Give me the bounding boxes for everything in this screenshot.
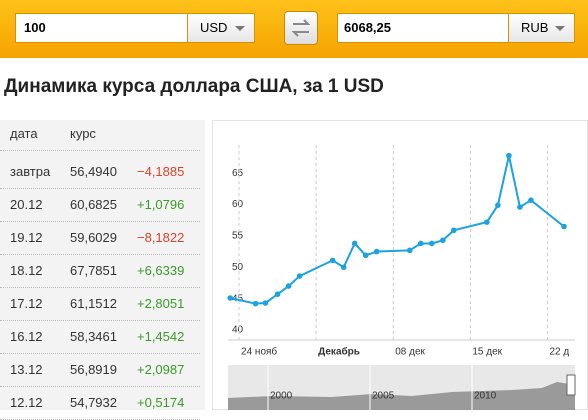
date-cell: 12.12: [10, 395, 43, 410]
x-tick-label: 08 дек: [395, 347, 425, 358]
table-row: 12.12 54,7932 +0,5174: [0, 386, 200, 420]
rate-cell: 54,7932: [70, 395, 117, 410]
point: [506, 152, 512, 159]
change-cell: +6,6339: [137, 263, 185, 278]
change-cell: −8,1822: [137, 230, 185, 245]
date-cell: завтра: [10, 164, 51, 179]
date-cell: 18.12: [10, 263, 43, 278]
rate-table: дата курс завтра 56,4940 −4,1885 20.12 60,68…: [0, 120, 205, 420]
rate-cell: 60,6825: [70, 197, 117, 212]
date-cell: 16.12: [10, 329, 43, 344]
navigator-label: 2000: [270, 391, 293, 402]
point: [373, 248, 380, 255]
table-row: 19.12 59,6029 −8,1822: [0, 221, 200, 255]
date-cell: 17.12: [10, 296, 43, 311]
change-cell: +2,8051: [137, 296, 185, 311]
change-cell: −4,1885: [137, 164, 185, 179]
y-tick-label: 40: [232, 325, 244, 336]
point: [329, 257, 336, 264]
table-row: завтра 56,4940 −4,1885: [0, 155, 200, 189]
to-currency[interactable]: RUB: [508, 13, 575, 43]
navigator-handle[interactable]: [566, 374, 576, 396]
date-cell: 19.12: [10, 230, 43, 245]
x-tick-label: 15 дек: [472, 347, 502, 358]
change-cell: +0,5174: [137, 395, 185, 410]
point: [440, 237, 446, 244]
rate-cell: 56,4940: [70, 164, 117, 179]
point: [262, 300, 269, 306]
line: [229, 155, 565, 305]
table-row: 13.12 56,8919 +2,0987: [0, 353, 200, 387]
rate-cell: 58,3461: [70, 329, 117, 344]
point: [362, 252, 369, 259]
navigator-area: [228, 382, 575, 410]
y-tick-label: 65: [232, 168, 244, 179]
column-header: курс: [70, 126, 96, 141]
navigator-label: 2005: [372, 391, 395, 402]
change-cell: +1,4542: [137, 329, 185, 344]
y-tick-label: 60: [232, 199, 244, 210]
column-header: дата: [10, 126, 38, 141]
point: [296, 273, 303, 279]
result-output: 6068,25: [337, 13, 509, 43]
point: [528, 197, 534, 203]
x-tick-label: 24 нояб: [241, 346, 277, 358]
table-row: 20.12 60,6825 +1,0796: [0, 188, 200, 222]
rate-cell: 56,8919: [70, 362, 117, 377]
date-cell: 13.12: [10, 362, 43, 377]
point: [451, 227, 457, 234]
x-tick-label: Декабрь: [318, 346, 360, 358]
header-divider: [0, 150, 200, 151]
rate-cell: 61,1512: [70, 296, 117, 311]
heading: Динамика курса доллара США, за 1 USD: [4, 76, 384, 97]
point: [561, 223, 567, 230]
date-cell: 20.12: [10, 197, 43, 212]
rate-cell: 67,7851: [70, 263, 117, 278]
from-currency[interactable]: USD: [187, 13, 255, 43]
change-cell: +2,0987: [137, 362, 185, 377]
table-row: 17.12 61,1512 +2,8051: [0, 287, 200, 321]
chart-frame: [212, 120, 588, 410]
point: [517, 204, 523, 210]
point: [428, 240, 435, 247]
point: [495, 202, 501, 208]
point: [351, 240, 358, 247]
point: [484, 219, 490, 225]
change-cell: +1,0796: [137, 197, 185, 212]
point: [252, 300, 259, 307]
y-tick-label: 50: [232, 262, 244, 273]
point: [417, 240, 424, 247]
point: [406, 247, 413, 254]
rate-cell: 59,6029: [70, 230, 117, 245]
table-row: 16.12 58,3461 +1,4542: [0, 320, 200, 354]
amount-input[interactable]: 100: [15, 13, 188, 43]
point: [274, 291, 281, 298]
navigator-label: 2010: [474, 391, 497, 402]
point: [285, 283, 292, 289]
point: [227, 295, 234, 301]
swap-icon: [291, 19, 311, 37]
point: [340, 264, 347, 271]
table-row: 18.12 67,7851 +6,6339: [0, 254, 200, 288]
y-tick-label: 55: [232, 231, 244, 242]
swap-button[interactable]: [284, 11, 318, 45]
converter-bar: 100 USD 6068,25 RUB: [0, 0, 588, 58]
x-tick-label: 22 д: [549, 347, 569, 358]
